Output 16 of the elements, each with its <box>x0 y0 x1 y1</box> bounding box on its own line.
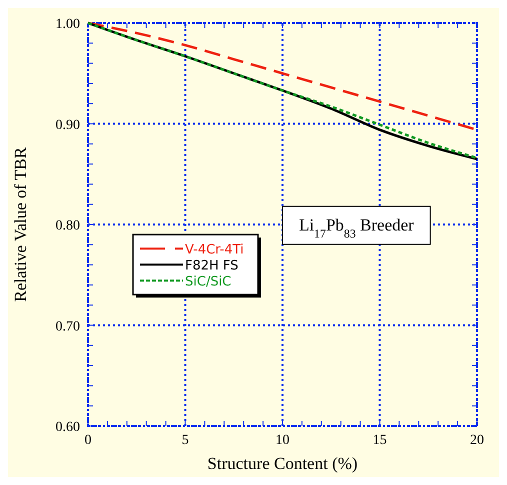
y-tick-label: 0.60 <box>56 420 80 435</box>
y-axis-title: Relative Value of TBR <box>11 146 30 302</box>
legend-label: F82H FS <box>185 258 238 274</box>
legend-label: V-4Cr-4Ti <box>185 242 244 258</box>
y-tick-label: 0.70 <box>56 319 80 334</box>
x-tick-label: 0 <box>84 433 92 448</box>
y-tick-label: 1.00 <box>56 17 80 32</box>
x-axis-title: Structure Content (%) <box>207 454 358 473</box>
annotation: Li$_{17}$Pb$_{83}$ Breeder <box>298 215 414 240</box>
y-tick-label: 0.90 <box>56 118 80 133</box>
y-tick-label: 0.80 <box>56 218 80 234</box>
x-tick-label: 20 <box>470 433 484 448</box>
x-tick-label: 5 <box>182 433 189 448</box>
x-tick-label: 15 <box>372 433 387 448</box>
legend-label: SiC/SiC <box>185 274 232 290</box>
x-tick-label: 10 <box>276 433 290 448</box>
